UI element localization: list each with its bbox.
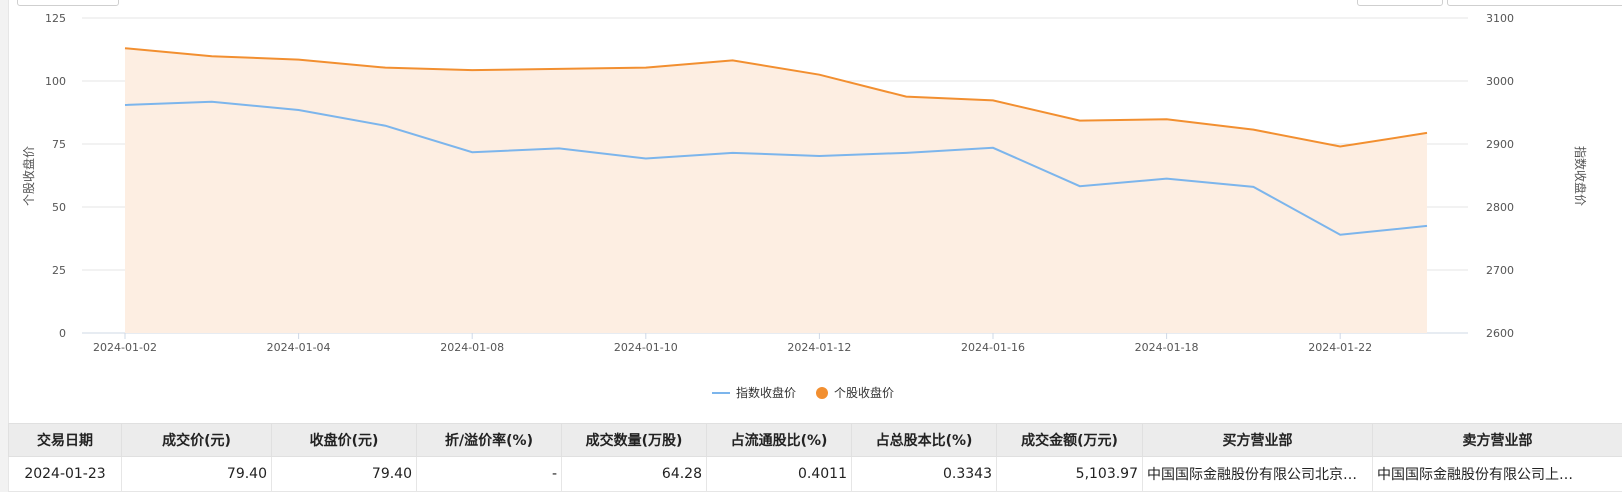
cell-close-price: 79.40 — [272, 457, 417, 492]
header-trade-price[interactable]: 成交价(元) — [122, 424, 272, 457]
x-tick-label: 2024-01-18 — [1135, 341, 1199, 354]
chart-legend: 指数收盘价 个股收盘价 — [712, 384, 894, 401]
header-amount[interactable]: 成交金额(万元) — [997, 424, 1143, 457]
y-tick-right: 2800 — [1486, 201, 1514, 214]
table-header-row: 交易日期 成交价(元) 收盘价(元) 折/溢价率(%) 成交数量(万股) 占流通… — [9, 424, 1622, 457]
header-close-price[interactable]: 收盘价(元) — [272, 424, 417, 457]
header-volume[interactable]: 成交数量(万股) — [562, 424, 707, 457]
y-tick-left: 125 — [45, 12, 66, 25]
price-chart: 0 25 50 75 100 125 2600 2700 2800 2900 3000 3100 202… — [0, 0, 1622, 410]
legend-item-stock[interactable]: 个股收盘价 — [816, 384, 894, 401]
y-axis-left-title: 个股收盘价 — [21, 146, 36, 206]
header-float-ratio[interactable]: 占流通股比(%) — [707, 424, 852, 457]
y-tick-left: 0 — [59, 327, 66, 340]
legend-item-index[interactable]: 指数收盘价 — [712, 384, 796, 401]
y-tick-left: 50 — [52, 201, 66, 214]
y-tick-left: 75 — [52, 138, 66, 151]
y-tick-right: 3000 — [1486, 75, 1514, 88]
y-axis-right-title: 指数收盘价 — [1573, 146, 1588, 206]
cell-volume: 64.28 — [562, 457, 707, 492]
legend-dot-icon — [816, 387, 828, 399]
block-trade-table: 交易日期 成交价(元) 收盘价(元) 折/溢价率(%) 成交数量(万股) 占流通… — [8, 423, 1622, 492]
header-total-ratio[interactable]: 占总股本比(%) — [852, 424, 997, 457]
x-tick-label: 2024-01-04 — [267, 341, 331, 354]
header-premium-rate[interactable]: 折/溢价率(%) — [417, 424, 562, 457]
x-tick-label: 2024-01-12 — [787, 341, 851, 354]
cell-total-ratio: 0.3343 — [852, 457, 997, 492]
table-row: 2024-01-23 79.40 79.40 - 64.28 0.4011 0.… — [9, 457, 1622, 492]
cell-premium-rate: - — [417, 457, 562, 492]
x-tick-label: 2024-01-22 — [1308, 341, 1372, 354]
y-tick-left: 25 — [52, 264, 66, 277]
stock-area-fill — [125, 48, 1427, 333]
cell-seller[interactable]: 中国国际金融股份有限公司上… — [1373, 457, 1622, 492]
cell-float-ratio: 0.4011 — [707, 457, 852, 492]
y-tick-right: 2700 — [1486, 264, 1514, 277]
cell-amount: 5,103.97 — [997, 457, 1143, 492]
cell-buyer[interactable]: 中国国际金融股份有限公司北京… — [1143, 457, 1373, 492]
header-trade-date[interactable]: 交易日期 — [9, 424, 122, 457]
cell-trade-price: 79.40 — [122, 457, 272, 492]
legend-label-index: 指数收盘价 — [736, 384, 796, 401]
legend-label-stock: 个股收盘价 — [834, 384, 894, 401]
x-tick-label: 2024-01-10 — [614, 341, 678, 354]
y-tick-right: 3100 — [1486, 12, 1514, 25]
header-seller[interactable]: 卖方营业部 — [1373, 424, 1622, 457]
x-tick-label: 2024-01-16 — [961, 341, 1025, 354]
stock-price-area — [125, 48, 1427, 333]
legend-line-icon — [712, 392, 730, 394]
y-tick-left: 100 — [45, 75, 66, 88]
y-tick-right: 2600 — [1486, 327, 1514, 340]
y-tick-right: 2900 — [1486, 138, 1514, 151]
header-buyer[interactable]: 买方营业部 — [1143, 424, 1373, 457]
cell-trade-date: 2024-01-23 — [9, 457, 122, 492]
x-tick-label: 2024-01-02 — [93, 341, 157, 354]
x-tick-label: 2024-01-08 — [440, 341, 504, 354]
